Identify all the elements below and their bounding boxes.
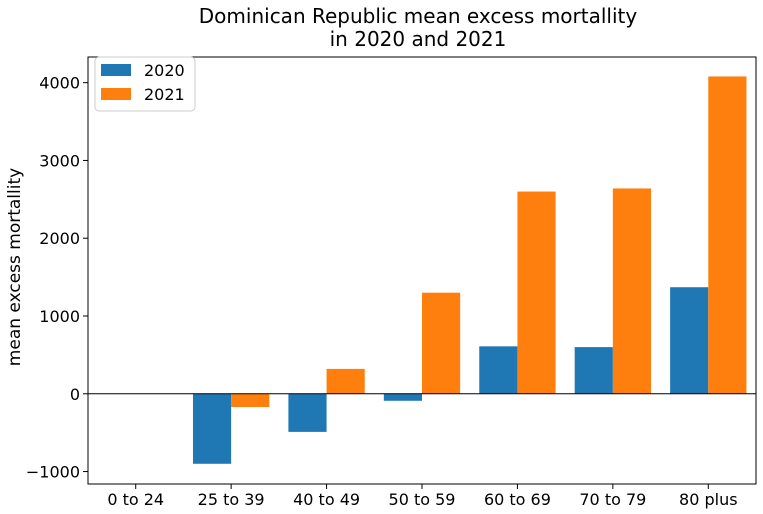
bar-2021-40-to-49	[326, 368, 365, 394]
legend: 2020 2021	[94, 56, 196, 112]
y-tick-label: 0	[70, 385, 80, 404]
bar-2021-80-plus	[708, 76, 747, 394]
y-tick-label: 4000	[39, 74, 80, 93]
y-axis-label: mean excess mortallity	[5, 168, 25, 366]
y-tick-label: 1000	[39, 307, 80, 326]
x-tick-label: 60 to 69	[484, 490, 551, 509]
y-tick-label: −1000	[26, 463, 80, 482]
bars-layer	[192, 76, 747, 464]
bar-2021-25-to-39	[231, 393, 270, 407]
plot-frame	[87, 56, 757, 485]
x-tick-label: 70 to 79	[579, 490, 646, 509]
y-tick-label: 3000	[39, 151, 80, 170]
bar-2020-60-to-69	[479, 346, 518, 394]
bar-2021-70-to-79	[612, 188, 652, 394]
bar-2020-50-to-59	[383, 393, 422, 401]
legend-swatch-2020	[101, 64, 131, 76]
legend-label-2021: 2021	[144, 85, 185, 104]
x-tick-label: 0 to 24	[107, 490, 164, 509]
x-tick-label: 40 to 49	[293, 490, 360, 509]
x-tick-label: 80 plus	[679, 490, 738, 509]
y-tick-label: 2000	[39, 229, 80, 248]
bar-2020-70-to-79	[574, 347, 613, 394]
bar-2021-50-to-59	[422, 292, 461, 394]
legend-swatch-2021	[101, 88, 131, 100]
chart-title-line2: in 2020 and 2021	[330, 27, 507, 51]
axes-layer: −1000 0 1000 2000 3000 4000 0 to 24 25 to 39 40 …	[26, 56, 757, 509]
x-tick-label: 25 to 39	[198, 490, 265, 509]
bar-2020-25-to-39	[192, 393, 232, 464]
bar-2021-60-to-69	[517, 191, 556, 394]
x-tick-label: 50 to 59	[389, 490, 456, 509]
chart-title-line1: Dominican Republic mean excess mortallit…	[199, 4, 638, 28]
legend-label-2020: 2020	[144, 61, 185, 80]
bar-2020-80-plus	[670, 287, 709, 394]
bar-2020-40-to-49	[288, 393, 327, 432]
